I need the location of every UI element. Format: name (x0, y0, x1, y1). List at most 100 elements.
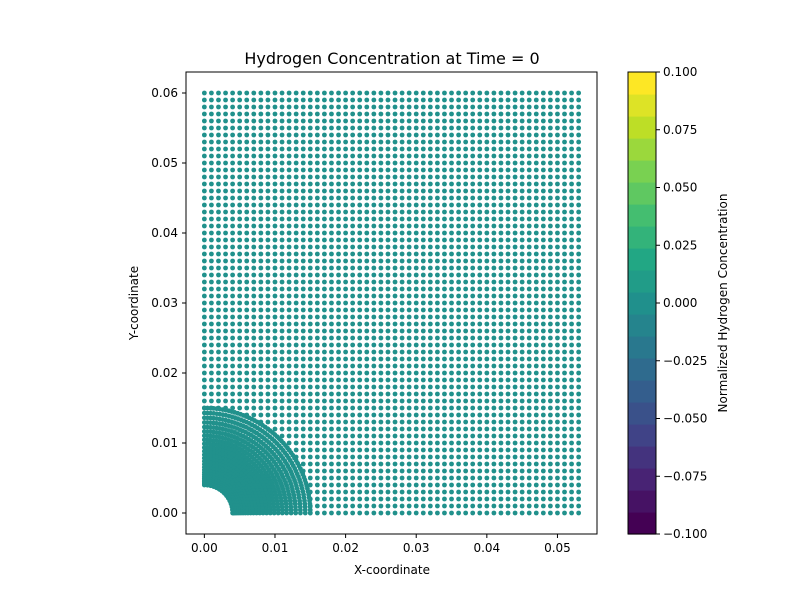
mesh-point (484, 405, 490, 411)
mesh-point (392, 363, 398, 369)
mesh-point (350, 489, 356, 495)
mesh-point (540, 377, 546, 383)
mesh-point (456, 503, 461, 509)
mesh-point (449, 412, 454, 418)
mesh-point (491, 188, 497, 194)
mesh-point (562, 363, 567, 369)
mesh-point (491, 454, 497, 460)
mesh-point (435, 188, 440, 194)
mesh-point (442, 265, 447, 271)
mesh-point (533, 489, 539, 495)
mesh-point (364, 356, 370, 362)
mesh-point (484, 482, 490, 488)
mesh-point (216, 90, 221, 96)
mesh-point (336, 188, 341, 194)
mesh-point (463, 272, 469, 278)
mesh-point (364, 307, 370, 313)
mesh-point (526, 363, 532, 369)
mesh-point (265, 272, 271, 278)
mesh-point (413, 125, 419, 131)
mesh-point (209, 328, 214, 334)
mesh-point (470, 328, 476, 334)
mesh-point (427, 426, 433, 432)
mesh-point (463, 209, 469, 215)
mesh-point (420, 104, 426, 110)
mesh-point (201, 452, 207, 458)
mesh-point (540, 412, 546, 418)
mesh-point (547, 482, 553, 488)
mesh-point (293, 118, 299, 124)
mesh-point (449, 377, 454, 383)
mesh-point (307, 202, 313, 208)
mesh-point (449, 216, 454, 222)
mesh-point (371, 370, 377, 376)
mesh-point (498, 482, 504, 488)
mesh-point (533, 321, 539, 327)
mesh-point (456, 349, 461, 355)
mesh-point (512, 153, 518, 159)
mesh-point (322, 90, 327, 96)
mesh-point (378, 195, 384, 201)
mesh-point (427, 433, 433, 439)
mesh-point (427, 482, 433, 488)
mesh-point (435, 251, 440, 257)
mesh-point (413, 265, 419, 271)
mesh-point (336, 265, 341, 271)
mesh-point (435, 286, 440, 292)
mesh-point (498, 181, 504, 187)
mesh-point (540, 454, 546, 460)
mesh-point (540, 209, 546, 215)
mesh-point (371, 125, 377, 131)
mesh-point (484, 237, 490, 243)
mesh-point (244, 300, 250, 306)
mesh-point (512, 447, 518, 453)
mesh-point (420, 482, 426, 488)
mesh-point (470, 426, 476, 432)
mesh-point (413, 321, 419, 327)
mesh-point (526, 328, 532, 334)
mesh-point (555, 433, 560, 439)
mesh-point (300, 97, 306, 103)
mesh-point (555, 223, 560, 229)
mesh-point (293, 195, 299, 201)
mesh-point (491, 167, 497, 173)
mesh-point (399, 356, 405, 362)
mesh-point (314, 510, 320, 516)
mesh-point (413, 111, 419, 117)
mesh-point (512, 223, 518, 229)
mesh-point (392, 125, 398, 131)
mesh-point (329, 433, 334, 439)
mesh-point (470, 440, 476, 446)
mesh-point (562, 237, 567, 243)
mesh-point (512, 384, 518, 390)
mesh-point (547, 391, 553, 397)
mesh-point (569, 419, 574, 425)
mesh-point (343, 440, 348, 446)
mesh-point (244, 244, 250, 250)
mesh-point (322, 314, 327, 320)
mesh-point (265, 265, 271, 271)
mesh-point (512, 349, 518, 355)
mesh-point (562, 335, 567, 341)
mesh-point (427, 391, 433, 397)
mesh-point (399, 90, 405, 96)
mesh-point (406, 328, 412, 334)
mesh-point (293, 258, 299, 264)
mesh-point (307, 209, 313, 215)
mesh-point (435, 90, 440, 96)
colorbar-segment (628, 424, 656, 447)
mesh-point (569, 510, 574, 516)
mesh-point (314, 468, 320, 474)
mesh-point (456, 356, 461, 362)
mesh-point (392, 482, 398, 488)
mesh-point (300, 125, 306, 131)
mesh-point (505, 174, 511, 180)
mesh-point (413, 307, 419, 313)
mesh-point (399, 286, 405, 292)
y-axis-label: Y-coordinate (127, 266, 141, 341)
mesh-point (555, 335, 560, 341)
mesh-point (526, 335, 532, 341)
mesh-point (350, 209, 356, 215)
mesh-point (498, 454, 504, 460)
mesh-point (505, 468, 511, 474)
